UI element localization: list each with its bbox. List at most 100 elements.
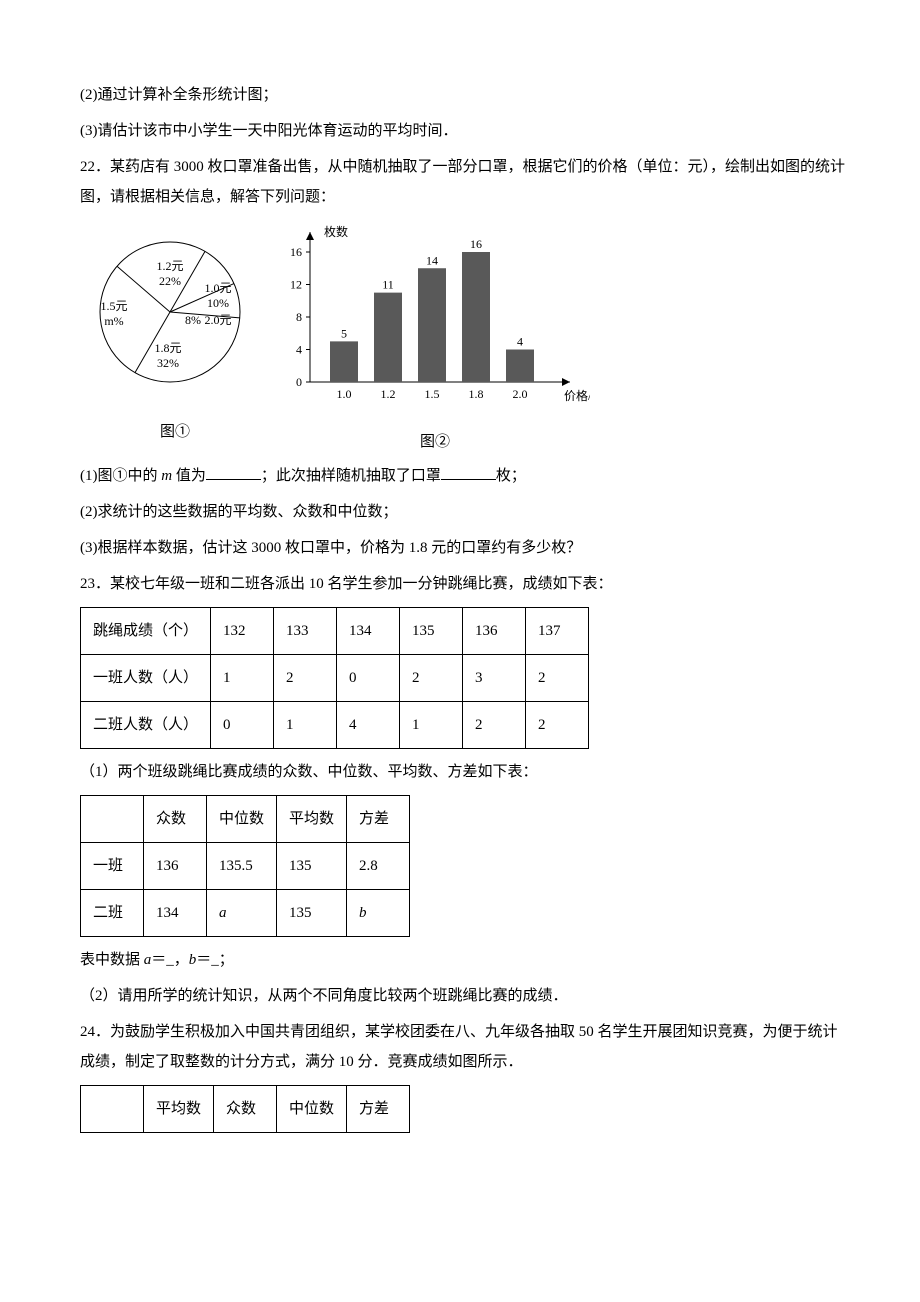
svg-text:枚数: 枚数	[324, 224, 348, 239]
svg-text:8%: 8%	[185, 313, 201, 327]
bar-caption: 图②	[280, 427, 590, 457]
svg-text:价格/元: 价格/元	[564, 388, 590, 403]
q22-1-e: 枚；	[496, 468, 526, 484]
q23-ab: 表中数据 a＝_，b＝_；	[80, 945, 850, 975]
q23-ab-c: ＝_；	[196, 952, 234, 968]
table-cell: 0	[211, 702, 274, 749]
table-cell: 135	[400, 608, 463, 655]
svg-text:0: 0	[296, 375, 302, 389]
svg-text:1.0元: 1.0元	[204, 281, 231, 295]
table-cell: 中位数	[277, 1086, 347, 1133]
table-cell: 中位数	[207, 796, 277, 843]
table-cell: 跳绳成绩（个）	[81, 608, 211, 655]
table-cell: 134	[337, 608, 400, 655]
svg-text:1.8元: 1.8元	[154, 341, 181, 355]
svg-text:1.5: 1.5	[425, 387, 440, 401]
table-cell: 平均数	[277, 796, 347, 843]
bar-chart: 枚数价格/元 0 4 8 12 16 5 1.0 11 1.2 14 1.5 16 1.8 4 2.0	[280, 222, 590, 412]
svg-text:1.2元: 1.2元	[156, 259, 183, 273]
table-cell	[81, 796, 144, 843]
table-cell: 135	[277, 890, 347, 937]
table-cell: 2	[400, 655, 463, 702]
table-cell: 133	[274, 608, 337, 655]
blank-1	[206, 464, 261, 480]
q23-stem: 23．某校七年级一班和二班各派出 10 名学生参加一分钟跳绳比赛，成绩如下表：	[80, 569, 850, 599]
table-cell: 135.5	[207, 843, 277, 890]
q23-2: （2）请用所学的统计知识，从两个不同角度比较两个班跳绳比赛的成绩．	[80, 981, 850, 1011]
q22-1-a: (1)图	[80, 468, 113, 484]
table-cell: 4	[337, 702, 400, 749]
svg-text:16: 16	[290, 245, 302, 259]
table-cell: 2	[274, 655, 337, 702]
q22-1-b: 中的	[128, 468, 162, 484]
q23-ab-a: 表中数据	[80, 952, 144, 968]
svg-text:2.0元: 2.0元	[204, 313, 231, 327]
table-cell: 2	[526, 655, 589, 702]
table-cell: b	[347, 890, 410, 937]
table-cell: 一班	[81, 843, 144, 890]
table-cell: 二班	[81, 890, 144, 937]
m-var: m	[161, 468, 172, 484]
table-cell: 137	[526, 608, 589, 655]
table-cell: 众数	[144, 796, 207, 843]
table-cell: 平均数	[144, 1086, 214, 1133]
q23-table-stats: 众数中位数平均数方差一班136135.51352.8 二班134a135b	[80, 795, 410, 937]
bar-chart-block: 枚数价格/元 0 4 8 12 16 5 1.0 11 1.2 14 1.5 16 1.8 4 2.0 图②	[280, 222, 590, 457]
table-cell: 1	[400, 702, 463, 749]
svg-text:22%: 22%	[159, 274, 181, 288]
svg-text:16: 16	[470, 237, 482, 251]
svg-text:2.0: 2.0	[513, 387, 528, 401]
svg-text:8: 8	[296, 310, 302, 324]
svg-text:4: 4	[296, 343, 302, 357]
q24-stem: 24．为鼓励学生积极加入中国共青团组织，某学校团委在八、九年级各抽取 50 名学…	[80, 1017, 850, 1077]
q22-1-d: ；此次抽样随机抽取了口罩	[261, 468, 441, 484]
svg-text:m%: m%	[104, 314, 123, 328]
svg-text:11: 11	[382, 278, 394, 292]
q22-3: (3)根据样本数据，估计这 3000 枚口罩中，价格为 1.8 元的口罩约有多少…	[80, 533, 850, 563]
table-cell: 一班人数（人）	[81, 655, 211, 702]
table-cell: 0	[337, 655, 400, 702]
table-cell: 136	[144, 843, 207, 890]
q21-part3: (3)请估计该市中小学生一天中阳光体育运动的平均时间．	[80, 116, 850, 146]
q23-1: （1）两个班级跳绳比赛成绩的众数、中位数、平均数、方差如下表：	[80, 757, 850, 787]
table-cell: 136	[463, 608, 526, 655]
circle-1: ①	[113, 468, 128, 484]
q24-table-header: 平均数众数中位数方差	[80, 1085, 410, 1133]
table-cell: 方差	[347, 1086, 410, 1133]
svg-text:10%: 10%	[207, 296, 229, 310]
svg-text:1.8: 1.8	[469, 387, 484, 401]
pie-caption: 图①	[80, 417, 270, 447]
table-cell: 2	[526, 702, 589, 749]
q21-part2: (2)通过计算补全条形统计图；	[80, 80, 850, 110]
svg-text:5: 5	[341, 326, 347, 340]
svg-text:1.2: 1.2	[381, 387, 396, 401]
svg-text:12: 12	[290, 278, 302, 292]
table-cell: 1	[274, 702, 337, 749]
table-cell	[81, 1086, 144, 1133]
table-cell: 2	[463, 702, 526, 749]
blank-2	[441, 464, 496, 480]
table-cell: 1	[211, 655, 274, 702]
svg-text:32%: 32%	[157, 356, 179, 370]
table-cell: 135	[277, 843, 347, 890]
pie-chart-block: 1.0元10% 2.0元8% 1.8元32% 1.5元m% 1.2元22% 图①	[80, 222, 270, 447]
svg-text:4: 4	[517, 335, 523, 349]
table-cell: 方差	[347, 796, 410, 843]
q23-table-scores: 跳绳成绩（个）132133134135136137一班人数（人）120232二班…	[80, 607, 589, 749]
table-cell: 2.8	[347, 843, 410, 890]
svg-text:14: 14	[426, 253, 438, 267]
table-cell: 3	[463, 655, 526, 702]
svg-text:1.5元: 1.5元	[100, 299, 127, 313]
q22-charts: 1.0元10% 2.0元8% 1.8元32% 1.5元m% 1.2元22% 图① 枚数价…	[80, 222, 850, 457]
table-cell: 132	[211, 608, 274, 655]
q22-stem: 22．某药店有 3000 枚口罩准备出售，从中随机抽取了一部分口罩，根据它们的价…	[80, 152, 850, 212]
table-cell: 134	[144, 890, 207, 937]
pie-chart: 1.0元10% 2.0元8% 1.8元32% 1.5元m% 1.2元22%	[80, 222, 270, 402]
q22-2: (2)求统计的这些数据的平均数、众数和中位数；	[80, 497, 850, 527]
table-cell: 二班人数（人）	[81, 702, 211, 749]
q22-1-c: 值为	[172, 468, 206, 484]
q22-1: (1)图①中的 m 值为 ；此次抽样随机抽取了口罩 枚；	[80, 461, 850, 491]
table-cell: a	[207, 890, 277, 937]
svg-text:1.0: 1.0	[337, 387, 352, 401]
q23-ab-b: ＝_，	[151, 952, 189, 968]
